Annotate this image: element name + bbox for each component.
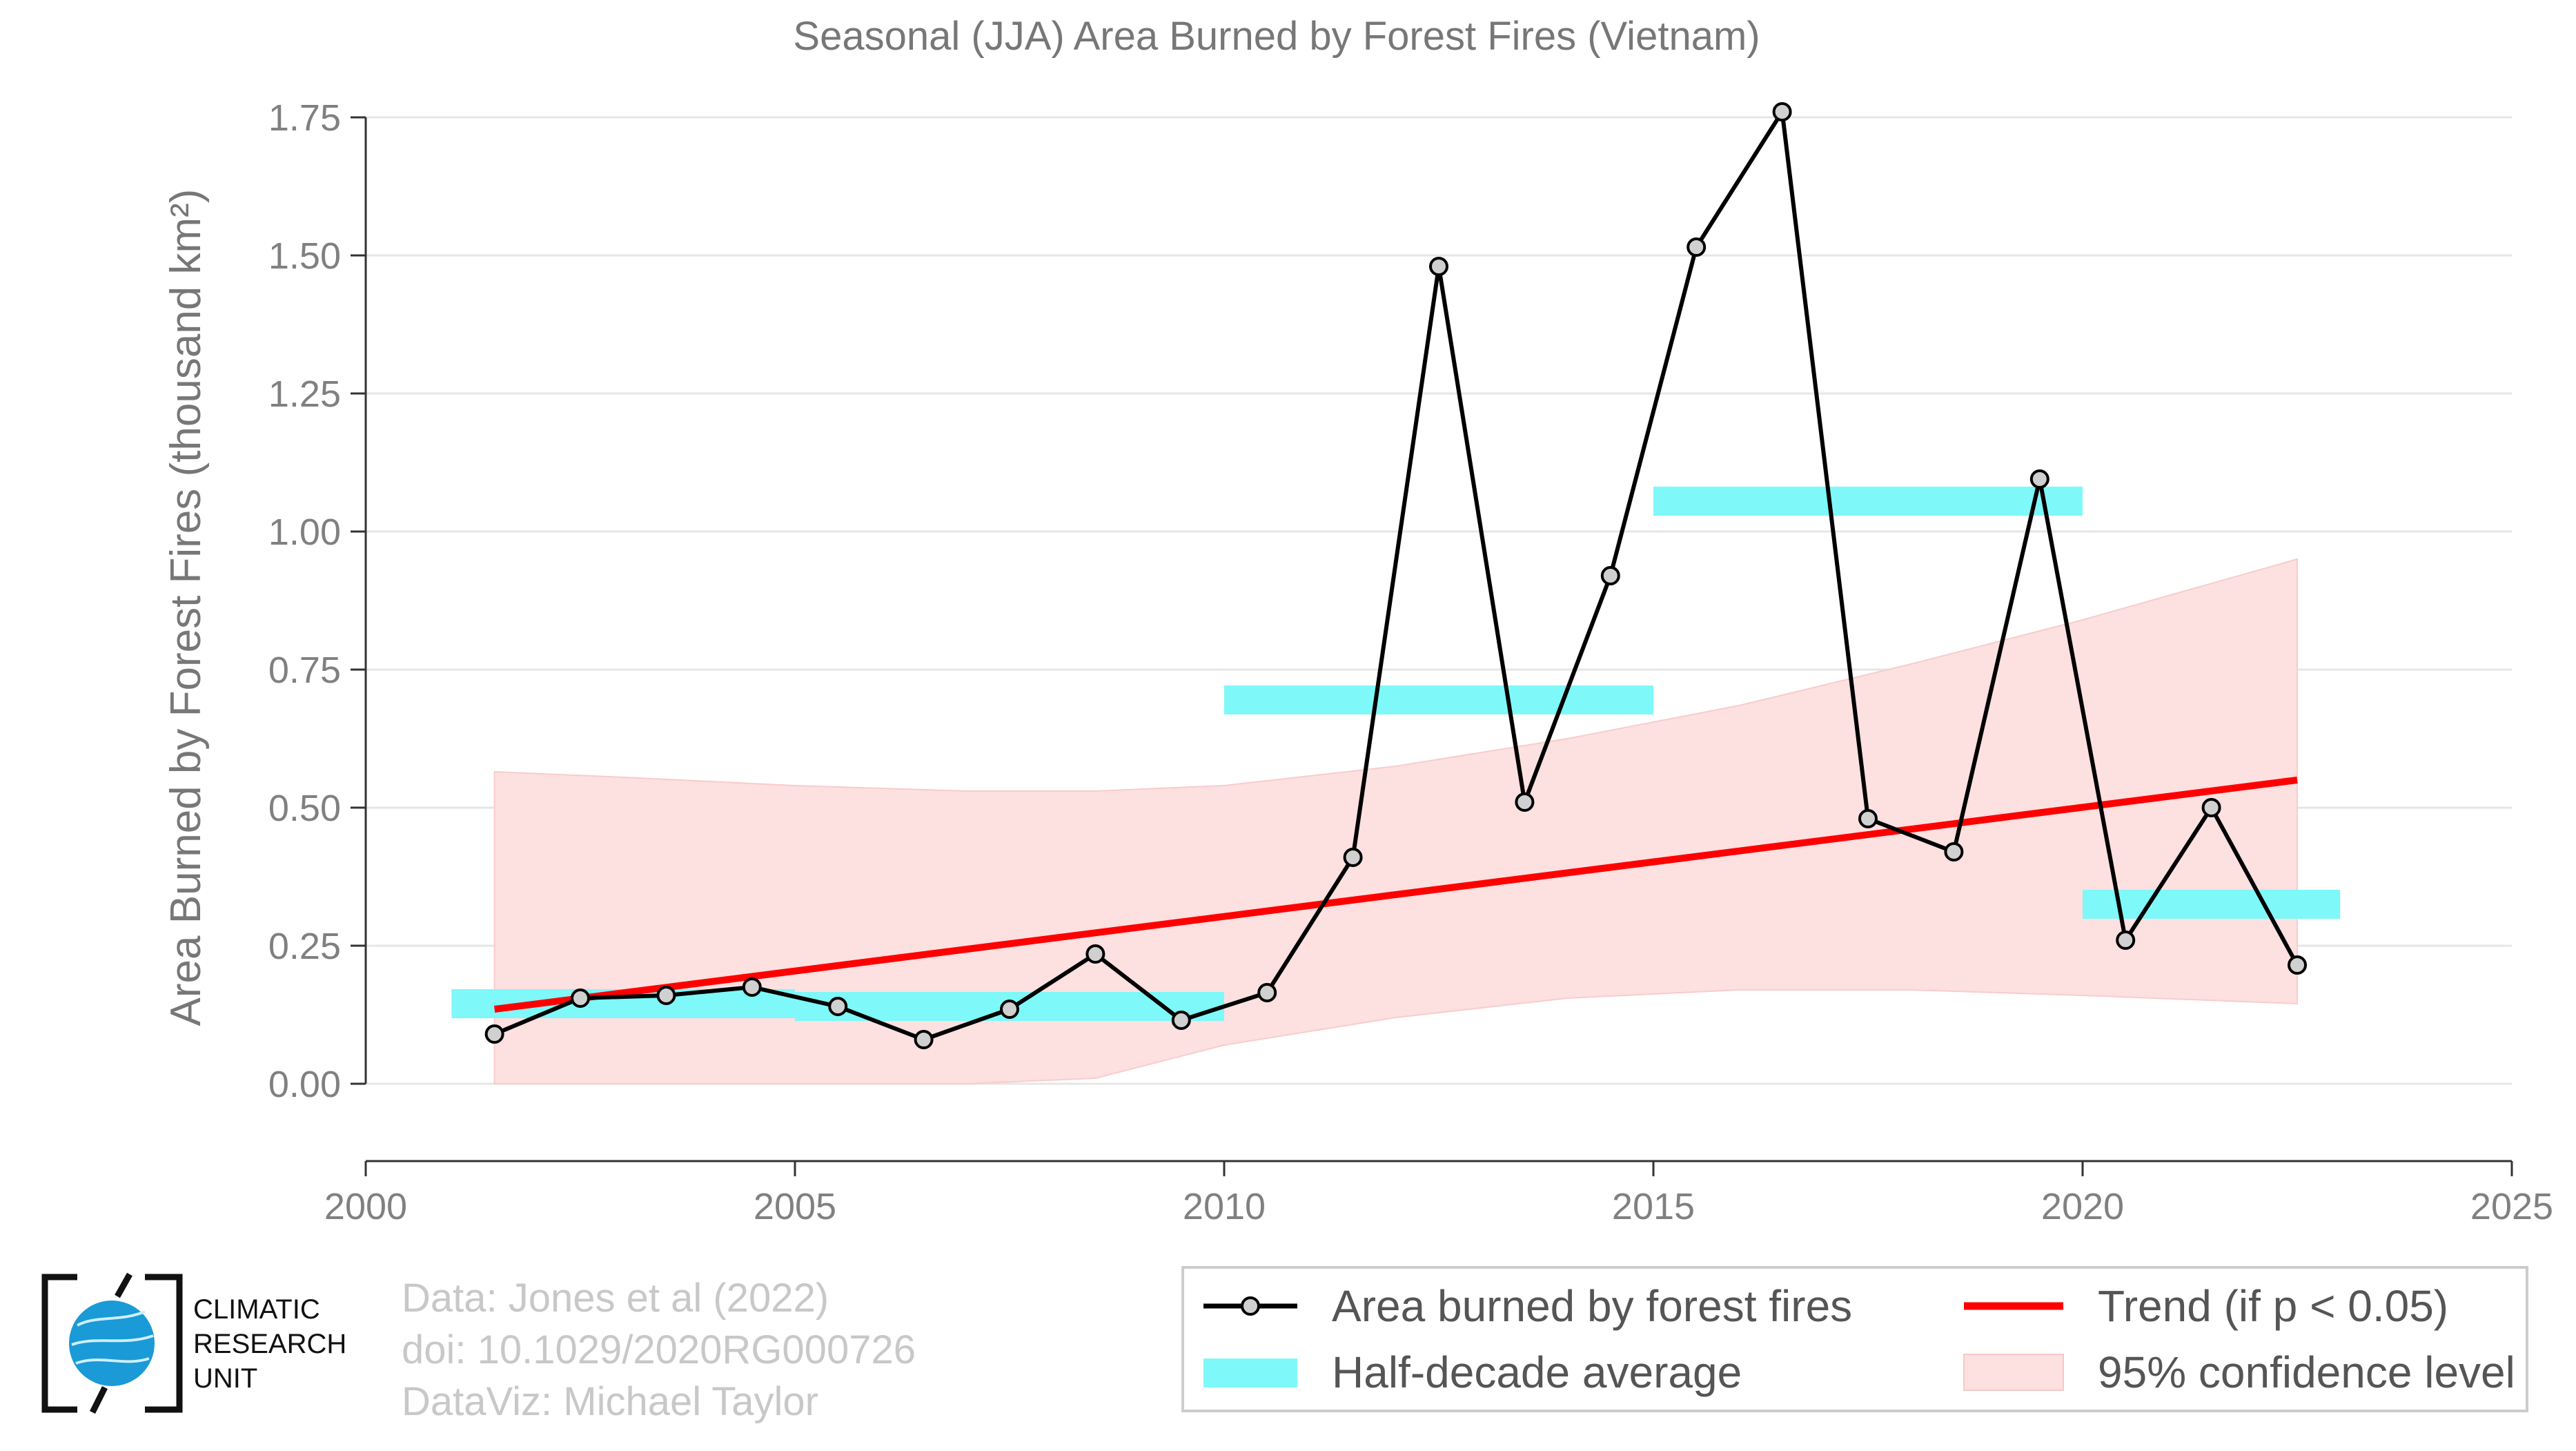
credits: Data: Jones et al (2022) doi: 10.1029/20… (402, 1276, 916, 1424)
legend-label-line: Area burned by forest fires (1332, 1281, 1852, 1331)
y-tick-label: 0.00 (268, 1064, 341, 1105)
data-point (1515, 792, 1535, 812)
data-point (1429, 257, 1448, 276)
data-point (742, 977, 762, 997)
half-decade-bar (2083, 890, 2341, 919)
data-point (828, 997, 848, 1016)
data-point (1085, 944, 1105, 964)
chart-title: Seasonal (JJA) Area Burned by Forest Fir… (793, 14, 1760, 59)
data-point (2116, 931, 2136, 950)
x-tick-label: 2010 (1183, 1186, 1266, 1227)
y-tick-label: 0.50 (268, 788, 341, 829)
credit-data: Data: Jones et al (2022) (402, 1276, 829, 1321)
x-tick-label: 2000 (324, 1186, 407, 1227)
cru-logo: CLIMATIC RESEARCH UNIT (41, 1272, 346, 1414)
legend-key-half (1203, 1359, 1297, 1387)
legend-key-ci (1963, 1354, 2064, 1391)
y-tick-labels: 0.00 0.25 0.50 0.75 1.00 1.25 1.50 1.75 (268, 97, 341, 1105)
trend-line (493, 777, 2298, 1013)
legend-box (1181, 1266, 2528, 1412)
data-point (1171, 1011, 1191, 1030)
logo-bracket-right (145, 1274, 183, 1413)
half-decade-bar (1224, 685, 1653, 714)
y-tick-label: 1.50 (268, 235, 341, 277)
legend-label-half: Half-decade average (1332, 1347, 1742, 1397)
y-tick-label: 1.00 (268, 512, 341, 553)
legend-key-marker (1241, 1296, 1260, 1316)
data-point (1343, 848, 1363, 867)
data-point (571, 989, 590, 1008)
data-point (2201, 798, 2221, 817)
logo-text-climatic: CLIMATIC (193, 1294, 320, 1325)
y-tick-label: 1.75 (268, 97, 341, 139)
x-tick-label: 2025 (2470, 1186, 2553, 1227)
data-point (2029, 469, 2049, 489)
logo-slash-bottom (89, 1385, 108, 1414)
axes (351, 116, 2513, 1176)
data-point (2288, 955, 2307, 975)
x-tick-label: 2020 (2041, 1186, 2124, 1227)
y-tick-label: 1.25 (268, 373, 341, 415)
area-burned-series (484, 102, 2307, 1049)
data-point (914, 1030, 934, 1049)
y-tick-label: 0.75 (268, 650, 341, 691)
credit-dataviz: DataViz: Michael Taylor (402, 1379, 818, 1424)
legend: Area burned by forest fires Half-decade … (1181, 1266, 2528, 1412)
globe-swirl-icon (71, 1310, 154, 1365)
logo-text-research: RESEARCH (193, 1329, 346, 1359)
legend-label-trend: Trend (if p < 0.05) (2098, 1281, 2448, 1331)
data-point (1000, 1000, 1019, 1019)
logo-bracket-left (41, 1274, 77, 1413)
logo-text-unit: UNIT (193, 1363, 257, 1394)
series-line (493, 110, 2299, 1042)
data-point (656, 986, 676, 1005)
data-point (1858, 809, 1878, 828)
logo-slash-top (115, 1272, 132, 1298)
y-axis-label: Area Burned by Forest Fires (thousand km… (162, 189, 210, 1026)
x-tick-labels: 2000 2005 2010 2015 2020 2025 (324, 1186, 2553, 1227)
data-point (1257, 983, 1277, 1002)
x-tick-label: 2005 (754, 1186, 836, 1227)
data-point (1772, 102, 1792, 121)
half-decade-bars (451, 487, 2341, 1021)
trend-line-segment (493, 777, 2298, 1013)
half-decade-bar (1653, 487, 2083, 516)
data-point (1944, 842, 1964, 861)
credit-doi: doi: 10.1029/2020RG000726 (402, 1327, 916, 1372)
data-point (1600, 566, 1620, 585)
data-point (1687, 237, 1707, 257)
x-tick-label: 2015 (1612, 1186, 1695, 1227)
y-tick-label: 0.25 (268, 926, 341, 967)
legend-label-ci: 95% confidence level (2098, 1347, 2515, 1397)
data-point (484, 1024, 504, 1044)
